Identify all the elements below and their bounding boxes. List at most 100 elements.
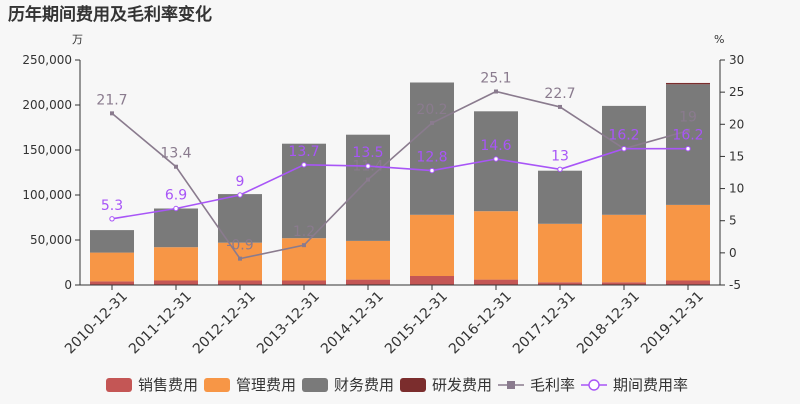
label-毛利率: -0.9 [226, 238, 253, 254]
bar-财务费用 [538, 170, 582, 224]
bar-财务费用 [346, 134, 390, 241]
line-layer: 21.713.4-0.91.211.420.225.122.716.2195.3… [96, 71, 704, 261]
bar-销售费用 [154, 280, 198, 285]
right-tick-label: 20 [729, 117, 744, 131]
right-tick-label: 0 [729, 246, 737, 260]
x-tick-label: 2018-12-31 [574, 289, 643, 358]
label-毛利率: 25.1 [480, 71, 511, 87]
right-tick-label: 5 [729, 214, 737, 228]
line-期间费用率 [111, 147, 688, 220]
legend-swatch-研发费用 [400, 378, 426, 392]
legend-marker-期间费用率 [588, 379, 600, 391]
label-毛利率: 20.2 [416, 102, 447, 118]
point-期间费用率 [237, 192, 243, 198]
label-期间费用率: 13 [551, 148, 569, 164]
bar-管理费用 [410, 214, 454, 276]
chart-title: 历年期间费用及毛利率变化 [8, 4, 212, 25]
point-期间费用率 [301, 162, 307, 168]
legend-label-毛利率: 毛利率 [530, 376, 575, 394]
point-毛利率 [494, 89, 498, 94]
left-tick-label: 50,000 [30, 233, 72, 247]
bar-销售费用 [410, 276, 454, 285]
label-期间费用率: 14.6 [480, 138, 511, 154]
legend-label-销售费用: 销售费用 [138, 376, 198, 394]
x-tick-label: 2010-12-31 [62, 289, 131, 358]
bar-管理费用 [602, 214, 646, 283]
label-毛利率: 19 [679, 110, 697, 126]
point-期间费用率 [429, 167, 435, 174]
point-毛利率 [302, 243, 306, 248]
label-期间费用率: 16.2 [672, 128, 703, 144]
right-tick-label: 30 [729, 53, 744, 67]
right-tick-label: 10 [729, 182, 744, 196]
legend-label-财务费用: 财务费用 [334, 376, 394, 394]
legend-label-管理费用: 管理费用 [236, 376, 296, 394]
label-期间费用率: 16.2 [608, 128, 639, 144]
x-tick-label: 2013-12-31 [254, 289, 323, 358]
bar-销售费用 [474, 279, 518, 285]
right-tick-label: 25 [729, 85, 744, 99]
label-期间费用率: 9 [236, 174, 245, 190]
point-毛利率 [238, 256, 242, 261]
label-期间费用率: 5.3 [101, 198, 123, 214]
bar-销售费用 [282, 280, 326, 285]
point-期间费用率 [557, 166, 563, 172]
bar-管理费用 [90, 252, 134, 282]
bar-销售费用 [538, 282, 582, 285]
point-期间费用率 [109, 216, 115, 222]
right-tick-label: 15 [729, 149, 744, 163]
point-毛利率 [558, 104, 562, 109]
point-毛利率 [686, 128, 690, 133]
bar-销售费用 [90, 281, 134, 285]
bar-销售费用 [602, 282, 646, 285]
x-tick-label: 2017-12-31 [510, 289, 579, 358]
line-毛利率 [111, 90, 689, 260]
point-期间费用率 [685, 146, 691, 152]
bar-财务费用 [90, 230, 134, 253]
bar-研发费用 [666, 82, 710, 85]
label-期间费用率: 12.8 [416, 150, 447, 166]
bar-管理费用 [154, 247, 198, 281]
bar-管理费用 [666, 204, 710, 281]
bar-销售费用 [346, 279, 390, 285]
label-毛利率: 13.4 [160, 146, 191, 162]
left-tick-label: 200,000 [22, 98, 72, 112]
x-tick-label: 2019-12-31 [638, 289, 707, 358]
bar-管理费用 [218, 242, 262, 281]
label-期间费用率: 13.5 [352, 145, 383, 161]
label-毛利率: 22.7 [544, 86, 575, 102]
label-毛利率: 1.2 [293, 224, 315, 240]
legend-swatch-财务费用 [302, 378, 328, 392]
right-tick-label: -5 [729, 278, 741, 292]
bar-销售费用 [218, 280, 262, 285]
bar-财务费用 [218, 194, 262, 243]
point-毛利率 [366, 177, 370, 182]
bar-财务费用 [154, 208, 198, 248]
bar-销售费用 [666, 280, 710, 285]
bar-layer [90, 82, 710, 285]
legend-label-研发费用: 研发费用 [432, 376, 492, 394]
x-tick-label: 2014-12-31 [318, 289, 387, 358]
left-tick-label: 100,000 [22, 188, 72, 202]
label-毛利率: 16.2 [608, 128, 639, 144]
label-期间费用率: 6.9 [165, 188, 187, 204]
label-期间费用率: 13.7 [288, 144, 319, 160]
point-毛利率 [110, 111, 114, 116]
point-期间费用率 [621, 146, 627, 152]
left-tick-label: 0 [64, 278, 72, 292]
legend-marker-毛利率 [507, 381, 515, 389]
legend-label-期间费用率: 期间费用率 [613, 376, 688, 394]
bar-管理费用 [474, 211, 518, 280]
legend-swatch-管理费用 [204, 378, 230, 392]
legend[interactable]: 销售费用 管理费用 财务费用 研发费用 毛利率 期间费用率 [106, 376, 688, 394]
x-tick-label: 2012-12-31 [190, 289, 259, 358]
right-axis-unit: % [714, 33, 724, 46]
point-期间费用率 [493, 156, 499, 162]
point-毛利率 [430, 121, 434, 125]
left-axis-unit: 万 [72, 33, 83, 46]
x-tick-label: 2016-12-31 [446, 289, 515, 358]
left-tick-label: 250,000 [22, 53, 72, 67]
bar-管理费用 [346, 240, 390, 280]
point-期间费用率 [365, 163, 371, 169]
